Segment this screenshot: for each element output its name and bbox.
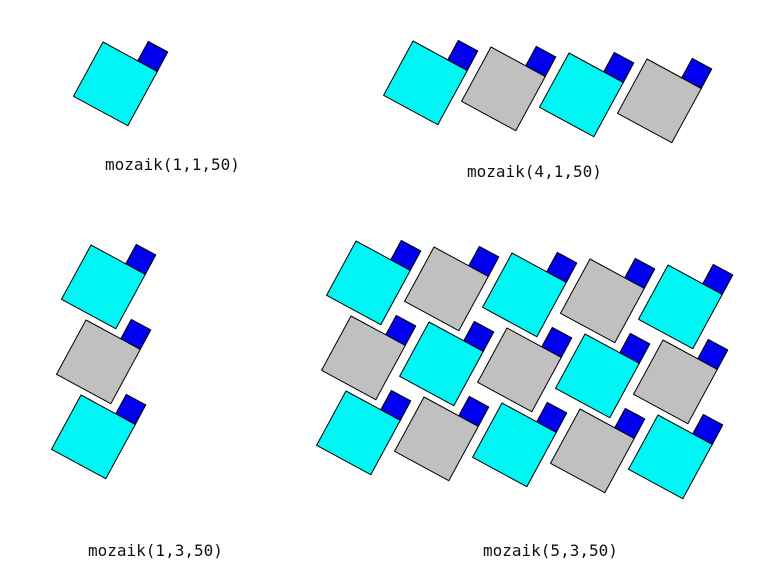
caption-mozaik-4-1: mozaik(4,1,50) xyxy=(467,162,602,181)
caption-mozaik-1-3: mozaik(1,3,50) xyxy=(88,541,223,560)
mosaic-4-1 xyxy=(383,39,713,144)
gray-tile xyxy=(550,408,635,494)
cyan-tile xyxy=(316,390,401,476)
caption-mozaik-5-3: mozaik(5,3,50) xyxy=(483,541,618,560)
cyan-tile xyxy=(628,414,713,500)
mosaic-1-3 xyxy=(51,243,157,480)
cyan-tile xyxy=(51,394,136,480)
gray-tile xyxy=(461,46,546,132)
cyan-tile xyxy=(326,240,411,326)
mosaic-1-1 xyxy=(73,40,169,127)
mosaic-5-3 xyxy=(316,239,734,500)
cyan-tile xyxy=(539,52,624,138)
cyan-tile xyxy=(482,252,567,338)
gray-tile xyxy=(560,258,645,344)
gray-tile xyxy=(321,315,406,401)
gray-tile xyxy=(394,396,479,482)
cyan-tile xyxy=(383,40,468,126)
gray-tile xyxy=(617,58,702,144)
cyan-tile xyxy=(638,264,723,350)
caption-mozaik-1-1: mozaik(1,1,50) xyxy=(105,155,240,174)
gray-tile xyxy=(633,339,718,425)
cyan-tile xyxy=(472,402,557,488)
cyan-tile xyxy=(555,333,640,419)
cyan-tile xyxy=(61,244,146,330)
cyan-tile xyxy=(73,41,158,127)
cyan-tile xyxy=(399,321,484,407)
gray-tile xyxy=(477,327,562,413)
gray-tile xyxy=(56,319,141,405)
gray-tile xyxy=(404,246,489,332)
